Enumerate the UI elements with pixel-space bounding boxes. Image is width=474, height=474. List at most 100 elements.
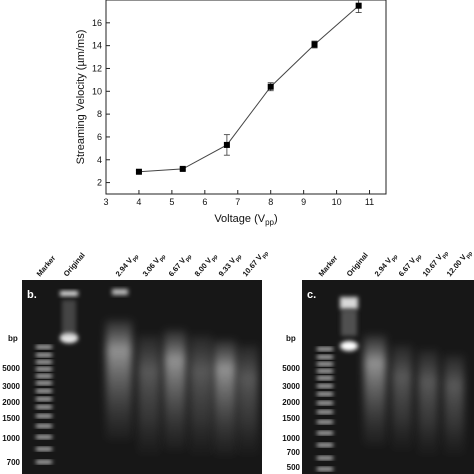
- lane-label: 2.94 Vpp: [114, 250, 141, 279]
- ladder-band: [317, 467, 333, 471]
- y-tick-label: 14: [92, 41, 102, 51]
- ladder-band: [36, 447, 52, 451]
- bp-label: 500: [287, 463, 301, 472]
- gel-b-original-smear: [62, 300, 76, 340]
- ladder-band: [317, 443, 333, 447]
- series-layer: [135, 0, 362, 175]
- x-axis-title: Voltage (Vpp): [214, 213, 277, 227]
- data-point: [223, 141, 230, 148]
- ladder-band: [36, 374, 52, 378]
- gel-b-lane-smear: [214, 340, 236, 455]
- bp-label: 1500: [282, 414, 300, 423]
- ladder-band: [36, 414, 52, 418]
- gel-c-bp-title: bp: [286, 334, 296, 343]
- y-tick-label: 12: [92, 63, 102, 73]
- ladder-band: [317, 392, 333, 396]
- data-point: [135, 168, 142, 175]
- y-tick-label: 10: [92, 86, 102, 96]
- lane-label: Original: [345, 251, 370, 278]
- y-tick-label: 8: [97, 109, 102, 119]
- bp-label: 5000: [2, 364, 20, 373]
- y-tick-label: 6: [97, 132, 102, 142]
- gel-c-original-band: [340, 341, 358, 351]
- gel-c-lane-smear: [418, 350, 438, 455]
- gel-c-marker-ladder: [317, 347, 333, 471]
- gel-b-lane-smear: [106, 320, 132, 440]
- lane-label: 8.00 Vpp: [193, 250, 220, 279]
- ladder-band: [36, 360, 52, 364]
- gel-b-lane-smear: [238, 345, 258, 455]
- gel-b-bp-labels: 5000 3000 2000 1500 1000 700: [2, 364, 20, 467]
- x-tick-label: 5: [169, 197, 174, 207]
- ladder-band: [317, 369, 333, 373]
- ladder-band: [317, 355, 333, 359]
- ladder-band: [36, 345, 52, 349]
- x-tick-label: 7: [235, 197, 240, 207]
- ladder-band: [36, 367, 52, 371]
- bp-label: 1000: [2, 434, 20, 443]
- x-tick-label: 3: [103, 197, 108, 207]
- ladder-band: [36, 353, 52, 357]
- ladder-band: [317, 362, 333, 366]
- ladder-band: [36, 405, 52, 409]
- gel-b-marker-ladder: [36, 345, 52, 464]
- gel-c-lane-smear: [392, 345, 412, 450]
- x-tick-label: 6: [202, 197, 207, 207]
- bp-label: 5000: [282, 364, 300, 373]
- y-tick-label: 2: [97, 178, 102, 188]
- lane-label: 6.67 Vpp: [397, 250, 424, 279]
- bp-label: 3000: [282, 382, 300, 391]
- bp-label: 2000: [282, 398, 300, 407]
- lane-label: 6.67 Vpp: [167, 250, 194, 279]
- gel-c-original-smear: [341, 310, 357, 336]
- gel-b-bp-title: bp: [8, 334, 18, 343]
- ladder-band: [36, 424, 52, 428]
- ladder-band: [317, 384, 333, 388]
- ladder-band: [317, 347, 333, 351]
- gel-b-well: [60, 291, 78, 296]
- ladder-band: [36, 389, 52, 393]
- bp-label: 700: [287, 448, 301, 457]
- ladder-band: [36, 460, 52, 464]
- plot-frame: [105, 0, 387, 195]
- y-axis: 2 4 6 8 10 12 14 16: [92, 18, 110, 188]
- ladder-band: [317, 410, 333, 414]
- gel-c-lane-smear: [364, 335, 386, 445]
- gel-panel-b: Marker Original 2.94 Vpp 3.06 Vpp 6.67 Vpp 8.…: [2, 250, 271, 474]
- lane-label: Marker: [317, 254, 340, 279]
- ladder-band: [317, 420, 333, 424]
- x-tick-label: 11: [365, 197, 374, 207]
- ladder-band: [36, 435, 52, 439]
- gel-b-well: [112, 289, 128, 295]
- ladder-band: [36, 381, 52, 385]
- lane-label: Original: [62, 251, 87, 278]
- x-axis: 3 4 5 6 7 8 9 10 11: [103, 190, 374, 207]
- ladder-band: [317, 376, 333, 380]
- data-point: [355, 2, 362, 9]
- gel-b-lane-smear: [190, 335, 212, 455]
- x-tick-label: 4: [136, 197, 141, 207]
- gel-b-lane-labels: Marker Original 2.94 Vpp 3.06 Vpp 6.67 Vpp 8.…: [35, 250, 271, 279]
- gel-b-panel-letter: b.: [27, 289, 37, 301]
- bp-label: 3000: [2, 382, 20, 391]
- gel-c-panel-letter: c.: [307, 289, 316, 301]
- x-tick-label: 8: [268, 197, 273, 207]
- gel-b-lane-smear: [164, 330, 186, 450]
- series-line: [138, 5, 359, 173]
- lane-label: Marker: [35, 254, 58, 279]
- gel-b-lane-smear: [138, 335, 160, 455]
- ladder-band: [317, 401, 333, 405]
- data-point: [311, 41, 318, 48]
- ladder-band: [317, 456, 333, 460]
- lane-label: 12.00 Vpp: [445, 247, 474, 280]
- bp-label: 1000: [282, 434, 300, 443]
- x-tick-label: 10: [332, 197, 342, 207]
- gel-c-lane-smear: [444, 355, 464, 455]
- y-axis-title: Streaming Velocity (µm/ms): [75, 30, 87, 165]
- x-tick-label: 9: [301, 197, 306, 207]
- bp-label: 700: [7, 458, 21, 467]
- ladder-band: [317, 431, 333, 435]
